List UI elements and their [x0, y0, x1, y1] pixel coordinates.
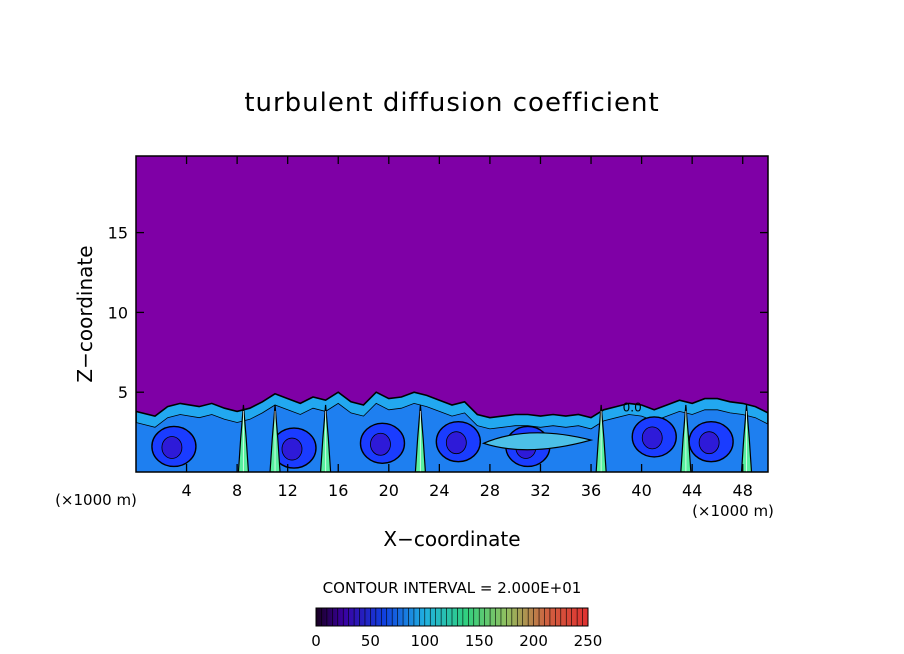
- x-tick-label: 48: [733, 481, 753, 500]
- y-axis-label: Z−coordinate: [73, 245, 97, 382]
- colorbar-label: 50: [361, 632, 380, 650]
- eddy-core: [641, 426, 663, 450]
- y-tick-label: 15: [108, 224, 128, 243]
- colorbar: 0 50 100 150 200 250: [311, 607, 602, 650]
- x-tick-label: 24: [429, 481, 449, 500]
- boundary-layer-field: 0.0: [136, 391, 768, 472]
- eddy-core: [161, 436, 183, 459]
- eddy-core: [698, 431, 720, 455]
- x-tick-label: 20: [379, 481, 399, 500]
- colorbar-ticks: [315, 608, 589, 626]
- colorbar-label: 250: [574, 632, 603, 650]
- chart-title: turbulent diffusion coefficient: [244, 88, 659, 118]
- colorbar-labels: 0 50 100 150 200 250: [311, 632, 602, 650]
- x-tick-label: 44: [682, 481, 702, 500]
- colorbar-label: 100: [410, 632, 439, 650]
- y-axis: 5 10 15: [108, 224, 768, 402]
- x-tick-label: 16: [328, 481, 348, 500]
- shear-band: [481, 432, 594, 451]
- x-tick-label: 8: [232, 481, 242, 500]
- x-axis: 4 8 12 16 20 24 28 32 36 40 44 48: [181, 156, 753, 500]
- contour-interval-text: CONTOUR INTERVAL = 2.000E+01: [323, 579, 582, 597]
- x-tick-label: 12: [278, 481, 298, 500]
- eddy-core: [281, 437, 303, 461]
- colorbar-label: 200: [519, 632, 548, 650]
- x-tick-label: 40: [631, 481, 651, 500]
- x-axis-unit-right: (×1000 m): [692, 502, 774, 520]
- x-tick-label: 36: [581, 481, 601, 500]
- contour-label: 0.0: [623, 400, 642, 414]
- x-axis-label: X−coordinate: [383, 527, 520, 551]
- y-tick-label: 5: [118, 383, 128, 402]
- y-tick-label: 10: [108, 303, 128, 322]
- x-tick-label: 28: [480, 481, 500, 500]
- x-tick-label: 4: [181, 481, 191, 500]
- colorbar-label: 150: [465, 632, 494, 650]
- colorbar-label: 0: [311, 632, 321, 650]
- plot-frame: [135, 155, 769, 473]
- x-tick-label: 32: [530, 481, 550, 500]
- eddy-core: [445, 431, 467, 455]
- eddy-core: [370, 432, 391, 456]
- x-axis-unit-left: (×1000 m): [55, 491, 137, 509]
